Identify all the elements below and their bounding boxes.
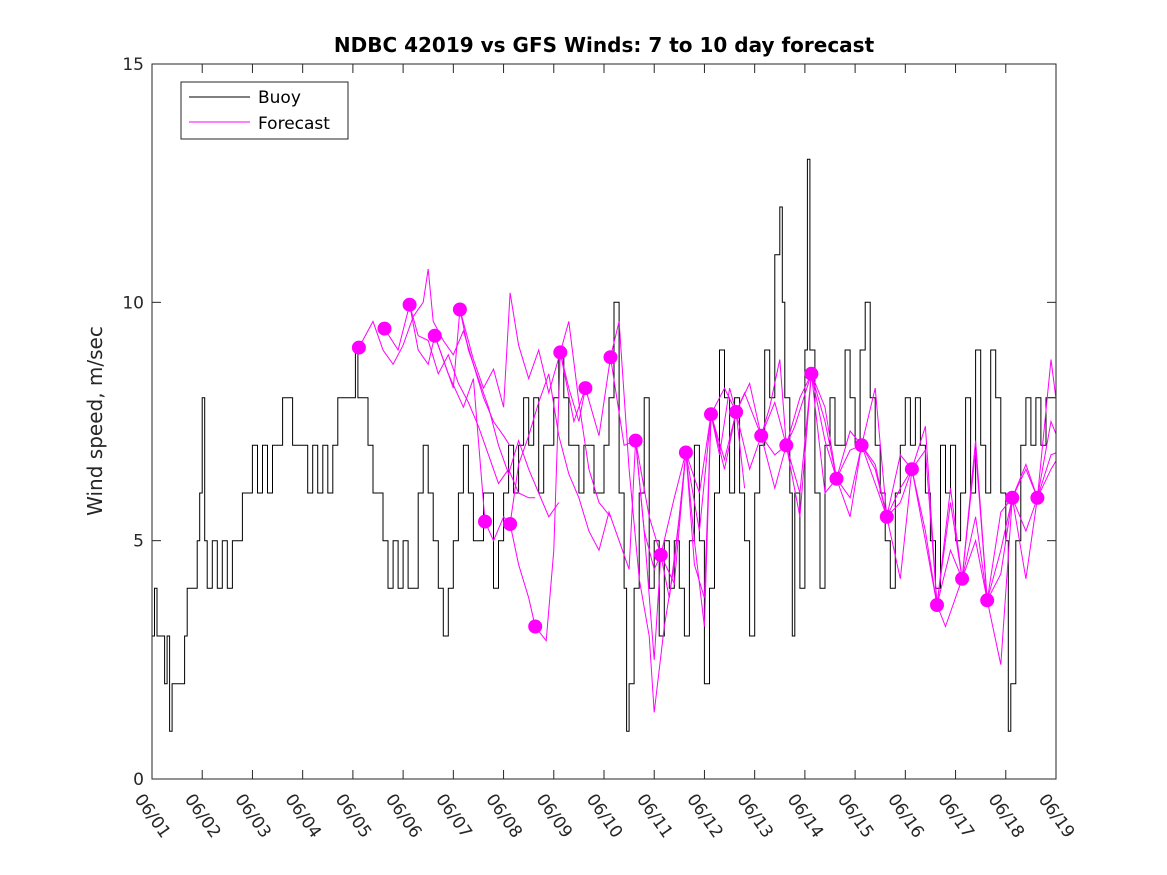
forecast-marker-16 — [754, 428, 769, 443]
y-tick-label: 5 — [133, 532, 144, 552]
forecast-marker-22 — [904, 462, 919, 477]
forecast-marker-19 — [829, 471, 844, 486]
forecast-marker-13 — [678, 445, 693, 460]
forecast-marker-11 — [628, 433, 643, 448]
forecast-marker-3 — [427, 328, 442, 343]
forecast-marker-12 — [653, 548, 668, 562]
forecast-marker-6 — [503, 517, 518, 531]
y-tick-label: 15 — [122, 55, 144, 75]
series-line-buoy — [152, 158, 1056, 732]
series-line-forecast-run-4 — [459, 292, 611, 518]
forecast-marker-10 — [603, 350, 618, 365]
chart-title: NDBC 42019 vs GFS Winds: 7 to 10 day for… — [334, 33, 875, 57]
forecast-marker-2 — [402, 297, 417, 312]
y-axis-label: Wind speed, m/sec — [83, 326, 107, 516]
series-line-forecast-run-16 — [1011, 359, 1056, 498]
series-line-forecast-run-0 — [358, 268, 511, 446]
forecast-marker-17 — [779, 438, 794, 453]
forecast-marker-24 — [955, 571, 970, 586]
legend-label-forecast: Forecast — [258, 114, 330, 134]
plot-area: 06/01 06/02 06/03 06/04 06/05 06/06 06/07 06/08… — [122, 55, 1078, 842]
forecast-marker-18 — [804, 366, 819, 381]
forecast-marker-26 — [1005, 490, 1020, 505]
legend-label-buoy: Buoy — [258, 88, 301, 108]
forecast-marker-21 — [879, 509, 894, 524]
legend-box — [180, 81, 349, 140]
forecast-marker-8 — [553, 345, 568, 360]
forecast-marker-15 — [729, 405, 744, 419]
y-tick-label: 10 — [122, 293, 144, 313]
series-layer — [152, 158, 1056, 732]
forecast-marker-1 — [377, 321, 392, 336]
forecast-marker-0 — [351, 340, 366, 355]
forecast-marker-25 — [980, 593, 995, 608]
forecast-marker-20 — [854, 438, 869, 453]
forecast-marker-9 — [578, 381, 593, 396]
y-tick-label: 0 — [133, 770, 144, 790]
forecast-marker-23 — [930, 598, 944, 612]
series-line-forecast-run-8 — [635, 359, 812, 599]
legend: Buoy Forecast — [180, 81, 349, 140]
forecast-marker-7 — [528, 619, 543, 634]
series-line-forecast-run-1 — [384, 302, 536, 499]
forecast-marker-27 — [1030, 490, 1045, 505]
forecast-marker-14 — [704, 407, 718, 422]
series-line-forecast-run-2 — [409, 304, 560, 518]
forecast-marker-4 — [452, 302, 467, 317]
forecast-marker-5 — [478, 514, 492, 529]
